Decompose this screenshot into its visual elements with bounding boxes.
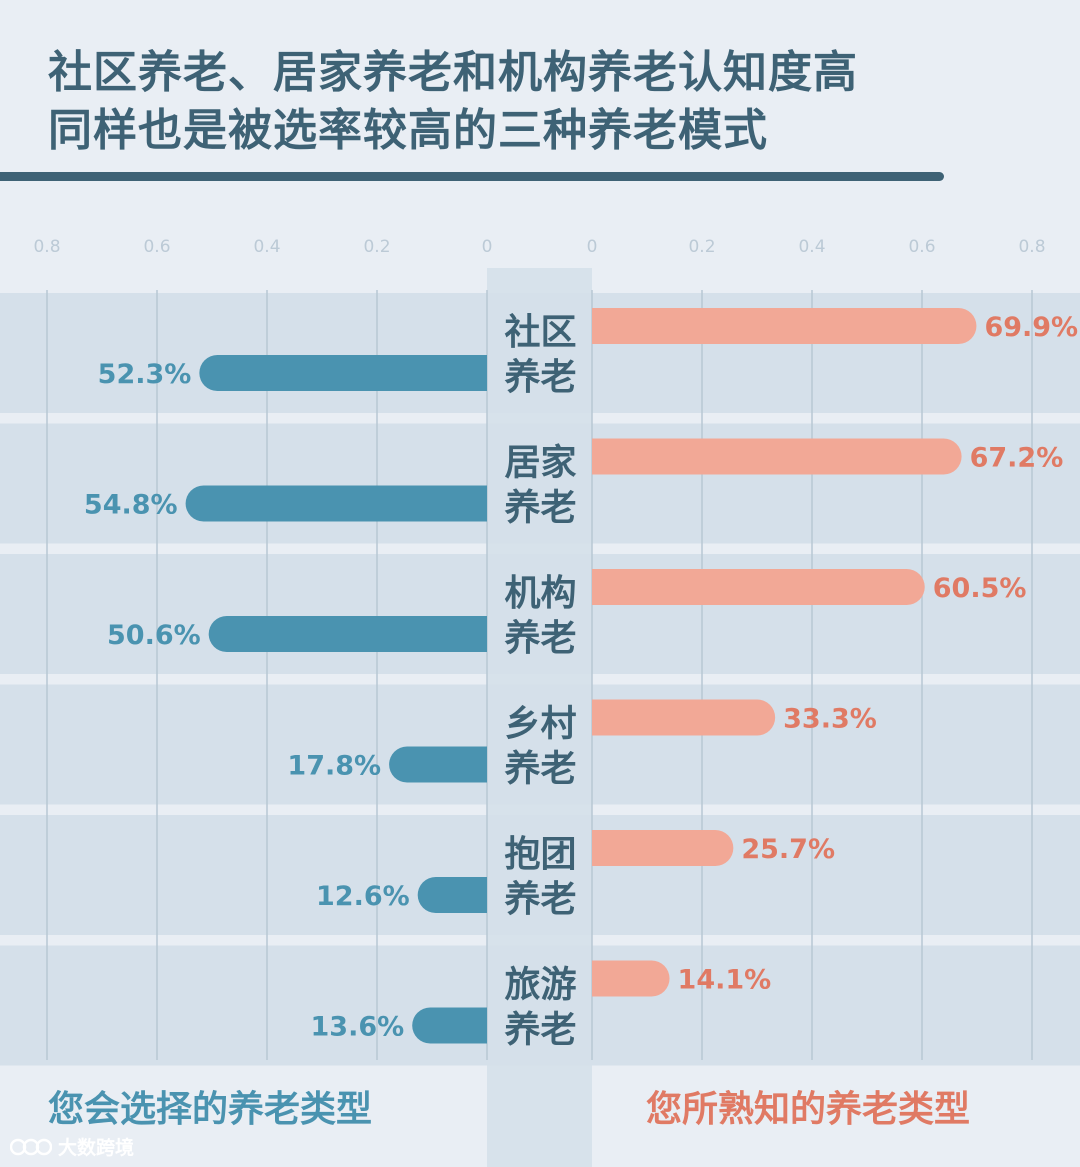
tick-label: 0.2 [363,237,390,257]
tick-label: 0 [482,237,493,257]
bar-right [592,699,776,736]
bar-right [592,308,977,344]
value-label-left: 12.6% [316,881,410,912]
bar-right [592,569,925,605]
bar-left-cap [451,355,487,391]
category-label: 抱团 [504,834,576,875]
bar-left-cap [451,485,487,522]
title-line-2: 同样也是被选率较高的三种养老模式 [48,105,768,156]
tick-label: 0.2 [688,237,715,257]
bar-right-cap [592,960,628,997]
category-label: 居家 [504,443,576,484]
category-label: 养老 [504,878,576,920]
bar-left [185,485,487,522]
tick-label: 0.6 [908,237,935,257]
category-label: 养老 [504,487,576,529]
bar-left [208,616,487,652]
tick-label: 0.8 [33,237,60,257]
page-title: 社区养老、居家养老和机构养老认知度高 同样也是被选率较高的三种养老模式 [48,44,858,160]
bar-right-cap [592,569,628,605]
category-label: 养老 [504,748,576,790]
bar-right-cap [592,699,628,736]
title-line-1: 社区养老、居家养老和机构养老认知度高 [48,47,858,98]
value-label-right: 33.3% [783,704,877,735]
value-label-left: 13.6% [311,1012,405,1043]
bar-left-cap [451,877,487,913]
value-label-right: 25.7% [741,834,835,865]
bar-right-cap [592,308,628,344]
value-label-right: 14.1% [678,965,772,996]
category-label: 乡村 [504,704,576,745]
logo-icon [10,1138,52,1155]
watermark: 大数跨境 [10,1133,134,1160]
value-label-left: 52.3% [98,359,192,390]
center-band [487,268,592,1167]
bar-right [592,438,962,475]
watermark-text: 大数跨境 [58,1137,135,1159]
category-label: 社区 [504,312,576,353]
tick-label: 0.8 [1018,237,1045,257]
category-label: 养老 [504,617,576,659]
category-label: 机构 [504,573,576,614]
category-label: 旅游 [504,965,576,1006]
bar-right-cap [592,830,628,866]
value-label-right: 60.5% [933,573,1027,604]
tick-label: 0.4 [253,237,280,257]
title-underline [0,172,944,181]
bar-left-cap [451,1007,487,1044]
value-label-left: 17.8% [287,751,381,782]
value-label-right: 69.9% [984,312,1078,343]
tick-label: 0.6 [143,237,170,257]
legend-right-label: 您所熟知的养老类型 [646,1089,971,1130]
category-label: 养老 [504,356,576,398]
category-label: 养老 [504,1009,576,1051]
tick-label: 0 [587,237,598,257]
legend-left-label: 您会选择的养老类型 [48,1089,373,1130]
value-label-left: 50.6% [107,620,201,651]
value-label-left: 54.8% [84,490,178,521]
bar-left [199,355,487,391]
bar-right-cap [592,438,628,475]
bar-left-cap [451,616,487,652]
value-label-right: 67.2% [970,443,1064,474]
bar-left-cap [451,746,487,783]
tick-label: 0.4 [798,237,825,257]
